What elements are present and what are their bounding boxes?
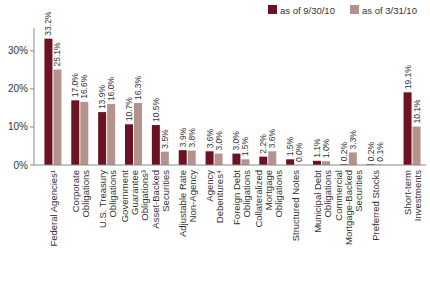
bar <box>206 151 214 165</box>
x-tick-label: Short-termInvestments <box>402 170 423 221</box>
bar <box>107 104 115 165</box>
legend-swatch <box>350 5 359 14</box>
x-tick-label: U.S. TreasuryObligations <box>97 170 118 228</box>
y-tick <box>30 165 34 166</box>
legend: as of 9/30/10 as of 3/31/10 <box>268 5 417 16</box>
bar <box>53 69 61 165</box>
x-tick-label: CollateralizedMortgageObligations <box>253 170 284 228</box>
data-label: 10.1% <box>412 99 422 124</box>
data-label: 25.1% <box>52 42 62 67</box>
x-tick-label: Structured Notes <box>290 170 301 242</box>
bar <box>215 154 223 165</box>
x-tick-label: CorporateObligations <box>70 170 91 218</box>
x-tick-label: Adjustable RateNon-Agency <box>177 170 198 237</box>
y-tick <box>30 126 34 127</box>
x-tick-label: AgencyDebentures⁴ <box>204 170 225 223</box>
bar <box>286 159 294 165</box>
bar <box>179 150 187 165</box>
bar <box>44 39 52 165</box>
x-tick-label: Municipal DebtObligations <box>312 170 333 233</box>
x-tick-label: CommercialMortgage-BackedSecurities <box>333 170 364 245</box>
bar <box>134 103 142 165</box>
data-labels: 33.2%17.0%13.9%10.7%10.5%3.9%3.6%3.0%2.2… <box>43 11 421 162</box>
bar <box>413 127 421 165</box>
y-tick-label: 20% <box>8 83 28 94</box>
data-label: 0.1% <box>375 142 385 162</box>
bar <box>125 124 133 165</box>
data-label: 10.5% <box>151 97 161 122</box>
bar <box>188 151 196 165</box>
y-axis <box>34 28 35 165</box>
bar <box>98 112 106 165</box>
x-tick-label: Asset-BackedSecurities <box>150 170 171 229</box>
data-label: 33.2% <box>43 11 53 36</box>
y-tick-label: 10% <box>8 121 28 132</box>
x-tick-label: GovernmentGuaranteeObligations³ <box>119 170 150 223</box>
x-tick-label: Preferred Stocks <box>370 170 381 241</box>
bar <box>259 157 267 165</box>
data-label: 0.0% <box>294 142 304 162</box>
legend-label: as of 3/31/10 <box>362 5 417 16</box>
bar <box>322 161 330 165</box>
bar <box>241 159 249 165</box>
x-tick-label: Foreign DebtObligations <box>231 170 252 225</box>
bar <box>349 152 357 165</box>
bars <box>44 39 420 165</box>
data-label: 3.8% <box>187 128 197 148</box>
data-label: 1.0% <box>321 138 331 158</box>
data-label: 19.1% <box>403 65 413 90</box>
chart: 0%10%20%30%33.2%17.0%13.9%10.7%10.5%3.9%… <box>0 0 430 295</box>
bar <box>232 154 240 165</box>
data-label: 16.3% <box>133 75 143 100</box>
data-label: 3.3% <box>348 130 358 150</box>
bar <box>80 102 88 165</box>
y-tick-label: 30% <box>8 45 28 56</box>
bar <box>161 152 169 165</box>
data-label: 16.6% <box>79 74 89 99</box>
bar <box>71 100 79 165</box>
legend-label: as of 9/30/10 <box>280 5 335 16</box>
bar <box>152 125 160 165</box>
data-label: 1.5% <box>240 136 250 156</box>
bar <box>268 151 276 165</box>
y-tick <box>30 50 34 51</box>
y-tick-label: 0% <box>14 160 29 171</box>
legend-swatch <box>268 5 277 14</box>
data-label: 3.0% <box>214 131 224 151</box>
data-label: 3.6% <box>267 128 277 148</box>
bar <box>313 161 321 165</box>
bar <box>404 92 412 165</box>
data-label: 3.5% <box>160 129 170 149</box>
data-label: 16.0% <box>106 77 116 102</box>
x-tick-label: Federal Agencies¹ <box>48 170 59 247</box>
y-tick <box>30 88 34 89</box>
x-axis <box>34 165 426 166</box>
